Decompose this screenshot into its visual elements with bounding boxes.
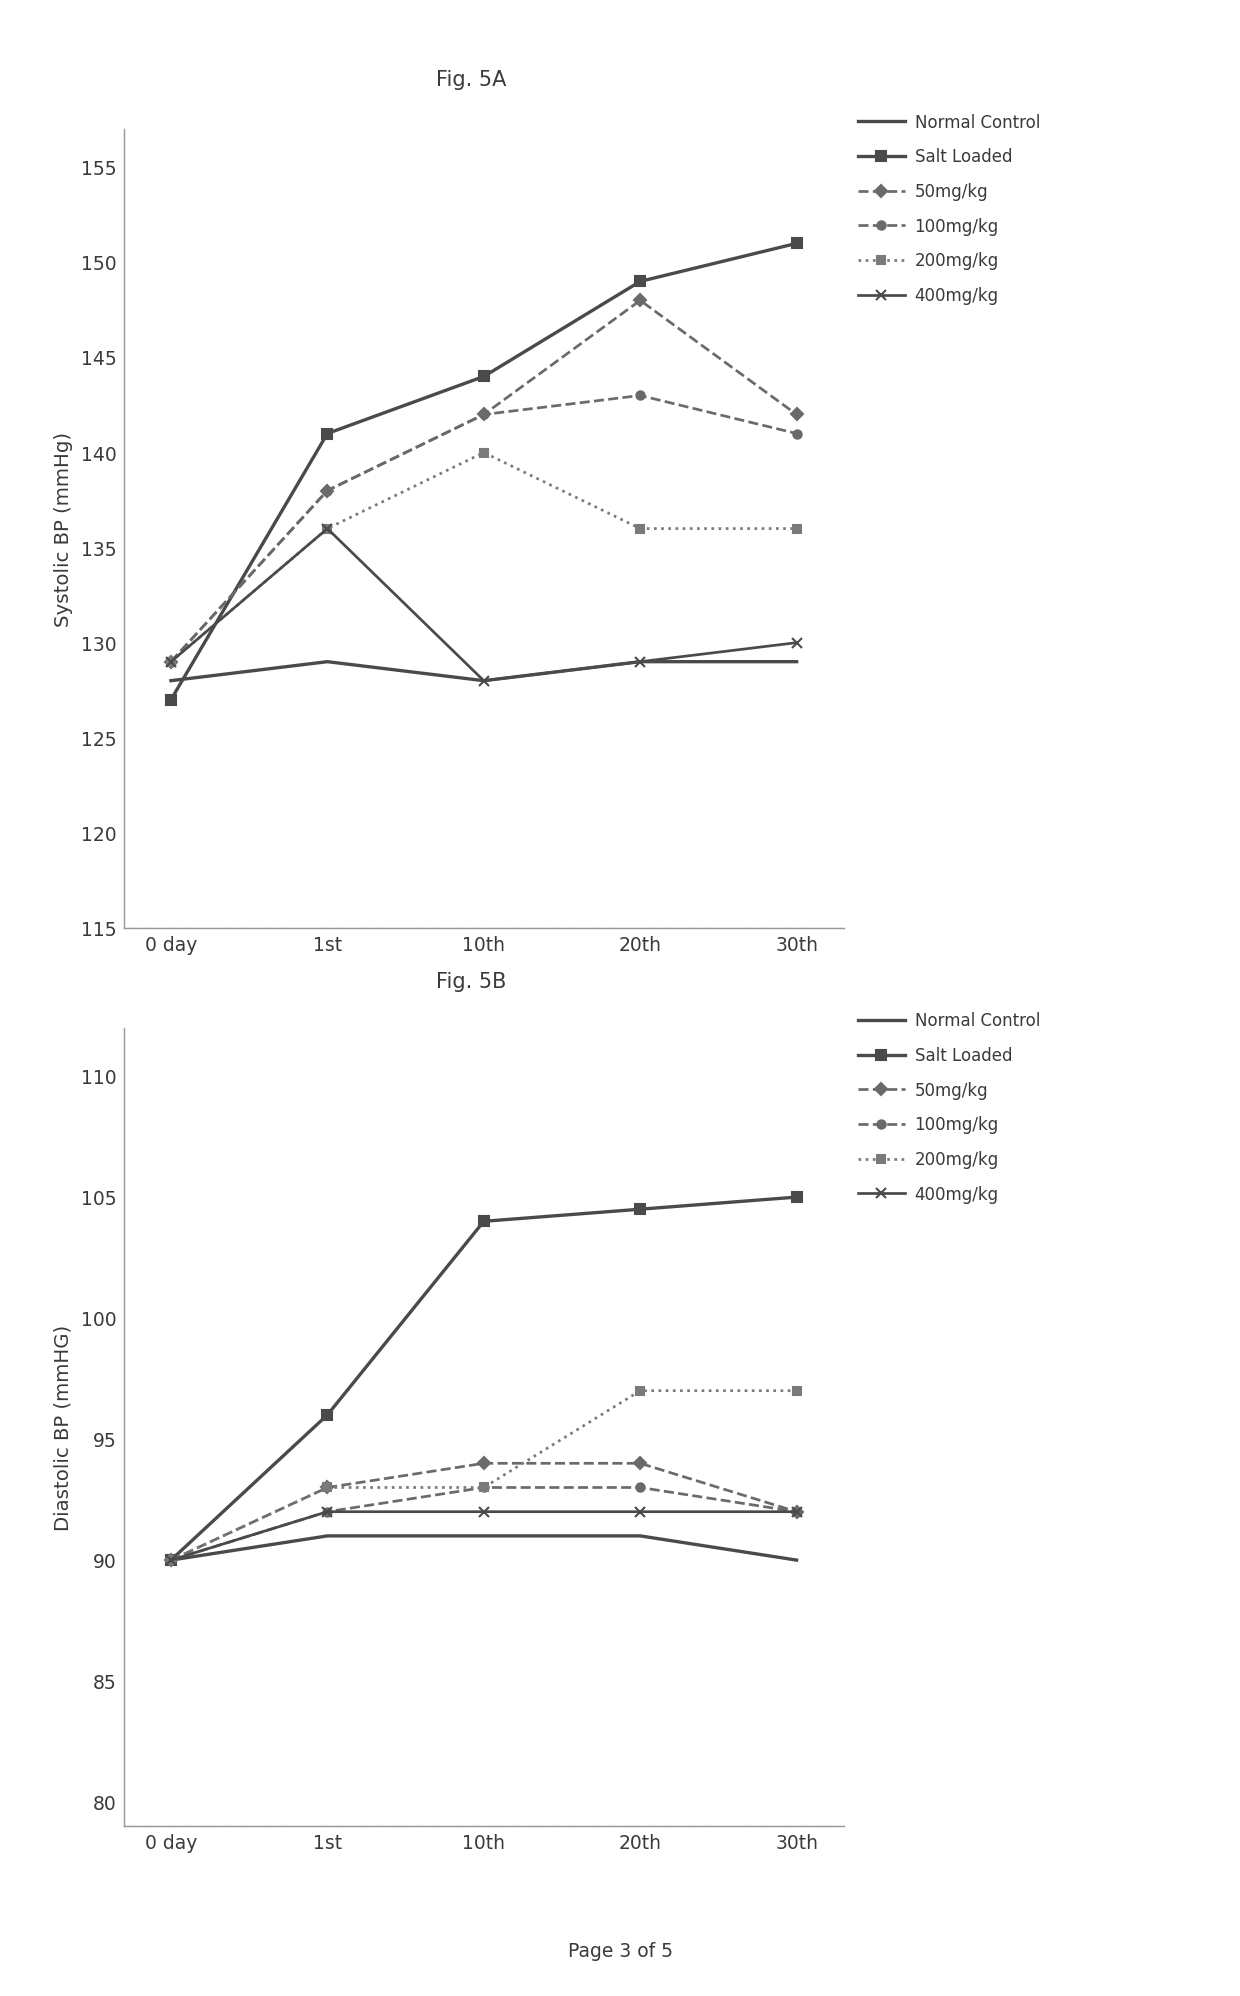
Text: Fig. 5A: Fig. 5A bbox=[436, 70, 506, 90]
Legend: Normal Control, Salt Loaded, 50mg/kg, 100mg/kg, 200mg/kg, 400mg/kg: Normal Control, Salt Loaded, 50mg/kg, 10… bbox=[858, 114, 1039, 305]
Text: Fig. 5B: Fig. 5B bbox=[436, 972, 506, 992]
Text: Page 3 of 5: Page 3 of 5 bbox=[568, 1940, 672, 1960]
Y-axis label: Systolic BP (mmHg): Systolic BP (mmHg) bbox=[53, 431, 73, 627]
Y-axis label: Diastolic BP (mmHG): Diastolic BP (mmHG) bbox=[53, 1323, 73, 1531]
Legend: Normal Control, Salt Loaded, 50mg/kg, 100mg/kg, 200mg/kg, 400mg/kg: Normal Control, Salt Loaded, 50mg/kg, 10… bbox=[858, 1012, 1039, 1204]
